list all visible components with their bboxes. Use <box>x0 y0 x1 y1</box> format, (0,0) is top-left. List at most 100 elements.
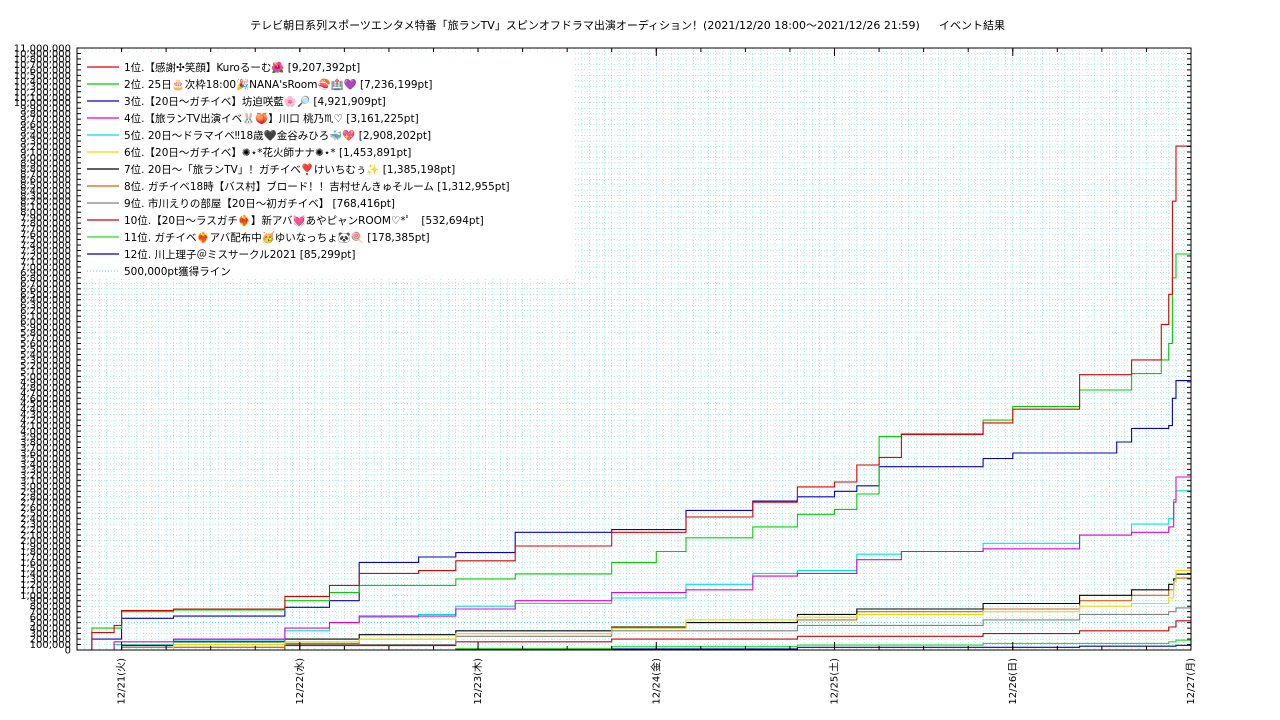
y-tick-label: 900,000 <box>30 596 71 607</box>
y-tick-label: 2,000,000 <box>20 536 71 547</box>
y-tick-label: 3,900,000 <box>20 432 71 443</box>
y-tick-label: 6,200,000 <box>20 306 71 317</box>
legend-label: 6位.【20日〜ガチイベ】✺⋆*花火師ナナ✺⋆* [1,453,891pt] <box>124 146 411 159</box>
y-tick-label: 2,900,000 <box>20 487 71 498</box>
y-tick-label: 700,000 <box>30 607 71 618</box>
series-line <box>77 577 1191 651</box>
grid <box>76 47 1192 651</box>
chart-subtitle: イベント結果 <box>939 18 1005 32</box>
y-tick-label: 2,800,000 <box>20 492 71 503</box>
y-tick-label: 5,700,000 <box>20 334 71 345</box>
y-tick-label: 400,000 <box>30 624 71 635</box>
y-tick-label: 4,200,000 <box>20 416 71 427</box>
legend-label: 12位. 川上理子＠ミスサークル2021 [85,299pt] <box>124 248 356 261</box>
x-tick-label: 12/21(火) <box>116 658 128 705</box>
y-tick-label: 4,800,000 <box>20 383 71 394</box>
y-tick-label: 1,300,000 <box>20 574 71 585</box>
legend-box <box>81 52 575 279</box>
legend-label: 4位.【旅ランTV出演イベ🐰🍑】川口 桃乃♏♡ [3,161,225pt] <box>124 112 419 125</box>
y-tick-label: 10,500,000 <box>14 71 71 82</box>
chart-title: テレビ朝日系列スポーツエンタメ特番「旅ランTV」スピンオフドラマ出演オーディショ… <box>250 18 920 32</box>
y-tick-label: 4,300,000 <box>20 410 71 421</box>
y-tick-label: 9,200,000 <box>20 142 71 153</box>
y-tick-label: 800,000 <box>30 602 71 613</box>
y-tick-label: 10,100,000 <box>14 93 71 104</box>
series-group <box>77 145 1191 651</box>
legend-label: 10位.【20日〜ラスガチ❤️‍🔥】新アバ💓あやピャンROOM♡*ﾟ [532,… <box>124 214 484 227</box>
y-tick-label: 3,700,000 <box>20 443 71 454</box>
y-tick-label: 1,800,000 <box>20 547 71 558</box>
y-tick-label: 8,500,000 <box>20 180 71 191</box>
y-tick-label: 4,500,000 <box>20 399 71 410</box>
x-tick-label: 12/26(日) <box>1008 658 1019 705</box>
y-tick-label: 6,300,000 <box>20 301 71 312</box>
x-tick-label: 12/25(土) <box>828 658 841 705</box>
y-tick-label: 10,300,000 <box>14 82 71 93</box>
legend-label: 8位. ガチイベ18時【バス村】ブロード！！吉村せんきゅそルーム [1,312,… <box>124 180 510 193</box>
y-tick-label: 5,200,000 <box>20 361 71 372</box>
y-tick-label: 7,900,000 <box>20 213 71 224</box>
y-tick-label: 10,700,000 <box>14 60 71 71</box>
y-tick-label: 7,000,000 <box>20 262 71 273</box>
y-tick-label: 10,600,000 <box>14 65 71 76</box>
y-tick-label: 9,300,000 <box>20 137 71 148</box>
legend-label: 500,000pt獲得ライン <box>124 265 231 278</box>
y-tick-label: 1,200,000 <box>20 580 71 591</box>
y-tick-label: 11,000,000 <box>14 44 71 55</box>
y-tick-label: 6,800,000 <box>20 273 71 284</box>
y-tick-label: 8,800,000 <box>20 164 71 175</box>
y-tick-label: 10,900,000 <box>14 49 71 60</box>
y-tick-label: 2,300,000 <box>20 520 71 531</box>
y-tick-label: 8,400,000 <box>20 186 71 197</box>
legend: 1位.【感謝✣笑顔】Kuroるーむ🌺 [9,207,392pt] 2位. 25日🎂… <box>81 52 575 279</box>
y-tick-label: 2,700,000 <box>20 498 71 509</box>
y-tick-label: 9,800,000 <box>20 109 71 120</box>
y-tick-label: 6,700,000 <box>20 279 71 290</box>
y-tick-label: 7,400,000 <box>20 241 71 252</box>
legend-label: 1位.【感謝✣笑顔】Kuroるーむ🌺 [9,207,392pt] <box>124 61 360 74</box>
y-tick-label: 3,500,000 <box>20 454 71 465</box>
y-tick-label: 6,100,000 <box>20 312 71 323</box>
y-tick-label: 2,600,000 <box>20 503 71 514</box>
y-tick-label: 5,100,000 <box>20 366 71 377</box>
y-tick-label: 5,600,000 <box>20 339 71 350</box>
y-tick-label: 9,100,000 <box>20 147 71 158</box>
y-tick-label: 7,100,000 <box>20 257 71 268</box>
y-tick-label: 8,700,000 <box>20 169 71 180</box>
y-tick-label: 6,900,000 <box>20 268 71 279</box>
y-tick-label: 4,000,000 <box>20 427 71 438</box>
y-tick-label: 7,500,000 <box>20 235 71 246</box>
y-tick-label: 1,900,000 <box>20 542 71 553</box>
y-tick-label: 8,200,000 <box>20 197 71 208</box>
series-line <box>77 490 1191 651</box>
series-line <box>77 620 1191 651</box>
y-tick-label: 6,600,000 <box>20 284 71 295</box>
y-tick-label: 4,100,000 <box>20 421 71 432</box>
y-tick-label: 3,600,000 <box>20 448 71 459</box>
series-line <box>77 476 1191 651</box>
y-tick-label: 1,700,000 <box>20 552 71 563</box>
y-tick-label: 2,100,000 <box>20 531 71 542</box>
y-tick-label: 3,100,000 <box>20 476 71 487</box>
legend-label: 3位.【20日〜ガチイベ】坊迫咲藍🌸🔎 [4,921,909pt] <box>124 94 386 108</box>
y-tick-label: 5,900,000 <box>20 323 71 334</box>
plot-frame <box>76 47 1192 651</box>
x-tick-label: 12/27(月) <box>1185 658 1197 705</box>
y-tick-label: 2,200,000 <box>20 525 71 536</box>
y-tick-label: 1,100,000 <box>20 585 71 596</box>
y-tick-label: 2,500,000 <box>20 509 71 520</box>
y-tick-label: 0 <box>65 646 71 657</box>
y-tick-label: 5,000,000 <box>20 372 71 383</box>
y-tick-label: 5,500,000 <box>20 345 71 356</box>
series-line <box>77 380 1191 651</box>
series-line <box>77 639 1191 651</box>
legend-label: 5位. 20日〜ドラマイベ‼18歳🖤金谷みひろ🐳💖 [2,908,202pt] <box>124 129 431 142</box>
y-tick-label: 7,700,000 <box>20 224 71 235</box>
x-tick-label: 12/23(木) <box>472 658 484 705</box>
y-tick-label: 600,000 <box>30 613 71 624</box>
y-tick-label: 6,000,000 <box>20 317 71 328</box>
y-tick-label: 6,500,000 <box>20 290 71 301</box>
y-tick-label: 4,900,000 <box>20 377 71 388</box>
